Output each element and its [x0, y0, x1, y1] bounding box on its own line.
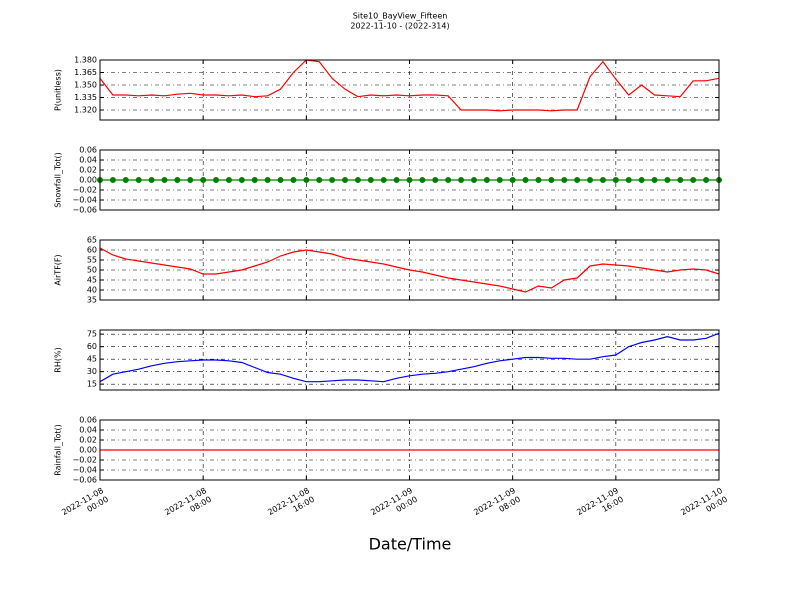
plot-frame	[99, 149, 720, 211]
y-tick-label: 0.06	[79, 416, 97, 425]
y-tick-label: 1.380	[74, 56, 97, 65]
data-point	[303, 177, 310, 183]
data-point	[161, 177, 168, 183]
data-point	[432, 177, 439, 183]
data-line	[99, 332, 720, 383]
y-tick-label: −0.02	[72, 186, 97, 195]
data-point	[187, 177, 194, 183]
data-point	[690, 177, 697, 183]
y-tick-label: −0.06	[72, 206, 97, 215]
data-point	[251, 177, 258, 183]
y-tick-label: 60	[87, 342, 97, 351]
data-point	[225, 177, 232, 183]
y-tick-label: 1.335	[74, 93, 97, 102]
y-tick-label: 35	[87, 296, 97, 305]
y-tick-label: 40	[87, 286, 97, 295]
y-tick-label: 0.06	[79, 146, 97, 155]
data-point	[509, 177, 516, 183]
data-point	[638, 177, 645, 183]
y-tick-label: 30	[87, 367, 97, 376]
y-tick-label: 0.04	[79, 156, 97, 165]
data-line	[99, 59, 720, 112]
data-line	[99, 247, 720, 293]
data-point	[651, 177, 658, 183]
data-point	[587, 177, 594, 183]
data-point	[548, 177, 555, 183]
data-point	[522, 177, 529, 183]
chart-subtitle: 2022-11-10 - (2022-314)	[350, 22, 449, 31]
data-point	[264, 177, 271, 183]
chart-title: Site10_BayView_Fifteen	[353, 12, 448, 21]
data-point	[342, 177, 349, 183]
y-tick-label: 0.00	[79, 446, 97, 455]
y-tick-label: 1.320	[74, 106, 97, 115]
y-tick-label: 55	[87, 256, 97, 265]
y-tick-label: 0.02	[79, 166, 97, 175]
y-axis-label: AirTF(F)	[54, 254, 63, 285]
data-point	[470, 177, 477, 183]
plot-frame	[99, 239, 720, 301]
y-tick-label: 1.365	[74, 68, 97, 77]
data-point	[109, 177, 116, 183]
y-axis-label: Snowfall_Tot()	[54, 152, 63, 208]
y-tick-label: −0.04	[72, 196, 97, 205]
data-point	[277, 177, 284, 183]
y-tick-label: 60	[87, 246, 97, 255]
y-tick-label: 50	[87, 266, 97, 275]
data-point	[445, 177, 452, 183]
y-tick-label: 0.00	[79, 176, 97, 185]
data-point	[380, 177, 387, 183]
data-point	[599, 177, 606, 183]
data-point	[122, 177, 129, 183]
y-tick-label: −0.04	[72, 466, 97, 475]
data-point	[574, 177, 581, 183]
data-point	[458, 177, 465, 183]
data-point	[316, 177, 323, 183]
y-tick-label: 45	[87, 355, 97, 364]
y-tick-label: 15	[87, 380, 97, 389]
y-tick-label: 0.04	[79, 426, 97, 435]
data-point	[200, 177, 207, 183]
data-point	[703, 177, 710, 183]
data-point	[290, 177, 297, 183]
data-point	[329, 177, 336, 183]
data-point	[664, 177, 671, 183]
data-point	[174, 177, 181, 183]
plot-frame	[99, 419, 720, 481]
data-point	[419, 177, 426, 183]
x-axis-label: Date/Time	[369, 535, 452, 554]
data-point	[612, 177, 619, 183]
y-axis-label: RH(%)	[54, 347, 63, 372]
data-point	[677, 177, 684, 183]
plot-frame	[99, 59, 720, 121]
data-point	[148, 177, 155, 183]
y-tick-label: −0.02	[72, 456, 97, 465]
y-tick-label: −0.06	[72, 476, 97, 485]
plot-frame	[99, 329, 720, 391]
data-point	[535, 177, 542, 183]
data-point	[135, 177, 142, 183]
y-axis-label: P(unitless)	[54, 69, 63, 111]
data-point	[625, 177, 632, 183]
y-tick-label: 0.02	[79, 436, 97, 445]
y-tick-label: 75	[87, 330, 97, 339]
data-point	[393, 177, 400, 183]
data-point	[483, 177, 490, 183]
data-point	[561, 177, 568, 183]
data-point	[238, 177, 245, 183]
y-axis-label: Rainfall_Tot()	[54, 424, 63, 476]
data-point	[367, 177, 374, 183]
data-point	[406, 177, 413, 183]
y-tick-label: 1.350	[74, 81, 97, 90]
data-point	[354, 177, 361, 183]
y-tick-label: 65	[87, 236, 97, 245]
y-tick-label: 45	[87, 276, 97, 285]
data-point	[496, 177, 503, 183]
data-point	[213, 177, 220, 183]
